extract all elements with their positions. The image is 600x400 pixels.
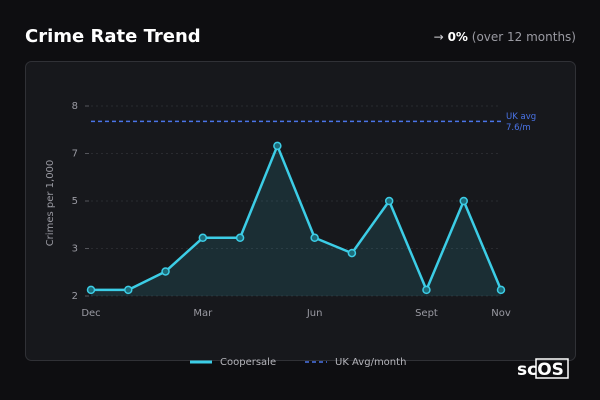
line: [91, 144, 503, 292]
change-summary: → 0% (over 12 months): [434, 30, 576, 44]
x-tick-label: Sept: [415, 308, 438, 319]
point: [161, 267, 170, 276]
point: [347, 248, 357, 258]
point: [86, 285, 96, 295]
point: [422, 285, 431, 295]
point: [198, 233, 208, 243]
x-tick-label: Mar: [193, 308, 213, 319]
y-tick-label: 5: [72, 196, 78, 207]
reference-label: UK avg: [506, 112, 536, 122]
x-tick-label: Jun: [306, 308, 323, 319]
x-tick-label: Nov: [491, 308, 511, 319]
legend-label: UK Avg/month: [335, 357, 406, 368]
legend-label: Coopersale: [220, 357, 276, 368]
point: [310, 233, 319, 243]
x-tick-label: Dec: [81, 308, 100, 319]
title: Crime Rate Trend: [25, 26, 201, 47]
y-tick-label: 2: [72, 291, 78, 302]
y-axis-label: Crimes per 1,000: [45, 160, 56, 247]
brand-logo: scOS: [517, 360, 564, 380]
point: [459, 196, 468, 206]
change-value: 0%: [448, 30, 468, 44]
y-tick-label: 7: [72, 149, 78, 160]
brand-box: [535, 358, 569, 379]
point: [124, 285, 133, 295]
area: [91, 145, 501, 296]
change-arrow: →: [434, 30, 444, 44]
legend: Coopersale UK Avg/month: [190, 357, 406, 368]
y-tick-label: 3: [72, 244, 78, 255]
point: [496, 285, 506, 295]
point: [273, 141, 282, 151]
chart-card: [25, 61, 576, 361]
y-tick-label: 8: [72, 101, 78, 112]
point: [235, 233, 245, 243]
reference-label: 7.6/m: [506, 123, 531, 133]
point: [384, 196, 394, 206]
change-note: (over 12 months): [472, 30, 576, 44]
